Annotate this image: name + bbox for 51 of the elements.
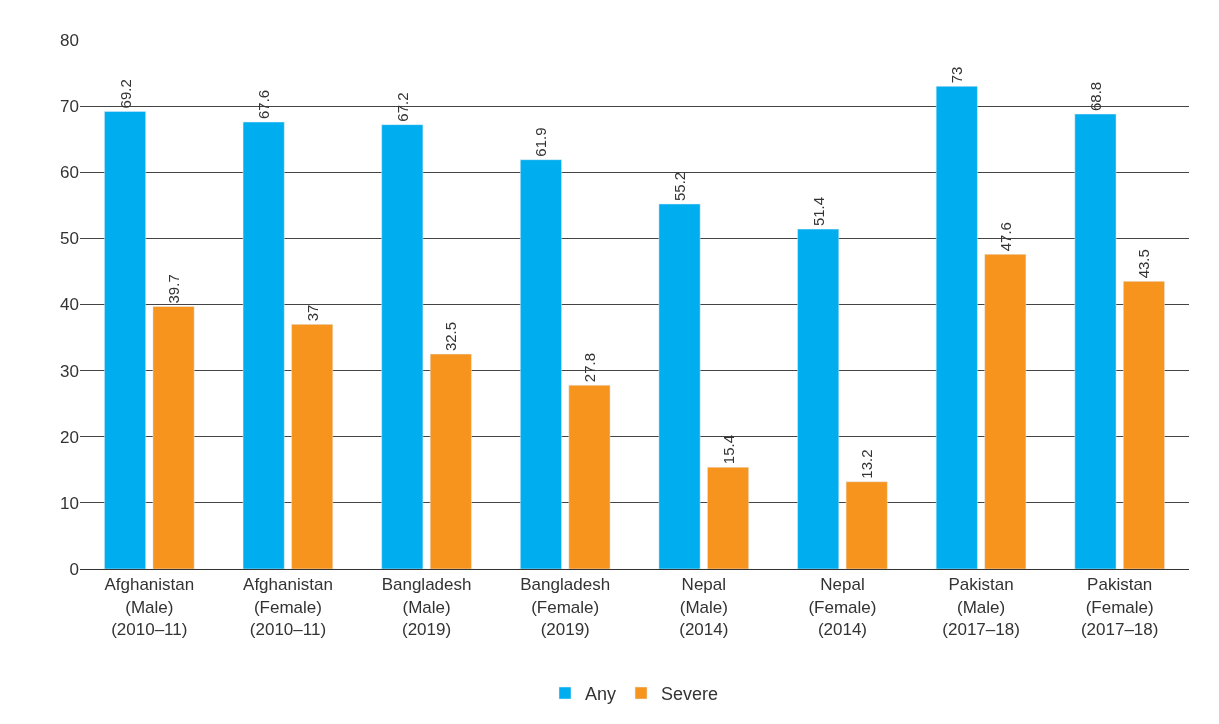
data-label: 15.4 (719, 434, 737, 465)
data-label: 43.5 (1135, 249, 1153, 279)
data-label: 39.7 (165, 274, 183, 304)
x-tick-label: Nepal (Female) (2014) (808, 575, 877, 639)
bar (845, 481, 888, 569)
data-label: 67.2 (393, 92, 411, 122)
data-label: 61.9 (532, 127, 550, 157)
bar (935, 86, 978, 569)
x-tick-label: Afghanistan (Female) (2010–11) (243, 575, 333, 639)
bar (707, 466, 749, 569)
legend-label: Severe (661, 684, 719, 705)
data-label: 69.2 (116, 79, 134, 109)
bar (291, 324, 334, 569)
data-label: 27.8 (580, 352, 598, 383)
x-tick-label: Nepal (Male) (2014) (679, 575, 729, 639)
data-label: 13.2 (858, 449, 876, 479)
data-label: 67.6 (255, 89, 273, 119)
data-label: 32.5 (442, 321, 460, 352)
bar (1123, 281, 1165, 569)
y-tick-label: 20 (60, 427, 79, 447)
bar (104, 111, 146, 569)
data-label: 73 (948, 66, 966, 84)
data-label: 51.4 (809, 196, 827, 227)
bar (984, 254, 1027, 569)
bar (152, 306, 195, 569)
y-tick-label: 30 (60, 361, 79, 381)
y-tick-label: 40 (60, 295, 79, 315)
y-tick-label: 80 (60, 30, 79, 50)
bar (658, 203, 701, 569)
bar (242, 121, 285, 569)
data-label: 47.6 (996, 222, 1014, 252)
x-tick-label: Bangladesh (Male) (2019) (381, 575, 472, 639)
bar (1074, 113, 1117, 569)
bar (429, 353, 472, 569)
x-tick-label: Pakistan (Female) (2017–18) (1080, 575, 1159, 639)
x-tick-label: Pakistan (Male) (2017–18) (942, 575, 1020, 639)
data-label: 37 (303, 304, 321, 322)
data-label: 55.2 (671, 171, 689, 201)
y-tick-label: 50 (60, 229, 79, 249)
y-tick-label: 10 (60, 493, 79, 513)
data-label: 68.8 (1086, 81, 1104, 112)
y-tick-label: 0 (69, 559, 79, 579)
bar (381, 124, 424, 569)
legend-label: Any (585, 684, 617, 705)
y-tick-label: 60 (60, 163, 79, 183)
bar (520, 159, 562, 569)
bar (797, 228, 840, 569)
x-tick-label: Bangladesh (Female) (2019) (520, 575, 611, 639)
x-tick-label: Afghanistan (Male) (2010–11) (104, 575, 195, 639)
bar (568, 384, 611, 569)
y-tick-label: 70 (60, 97, 79, 117)
